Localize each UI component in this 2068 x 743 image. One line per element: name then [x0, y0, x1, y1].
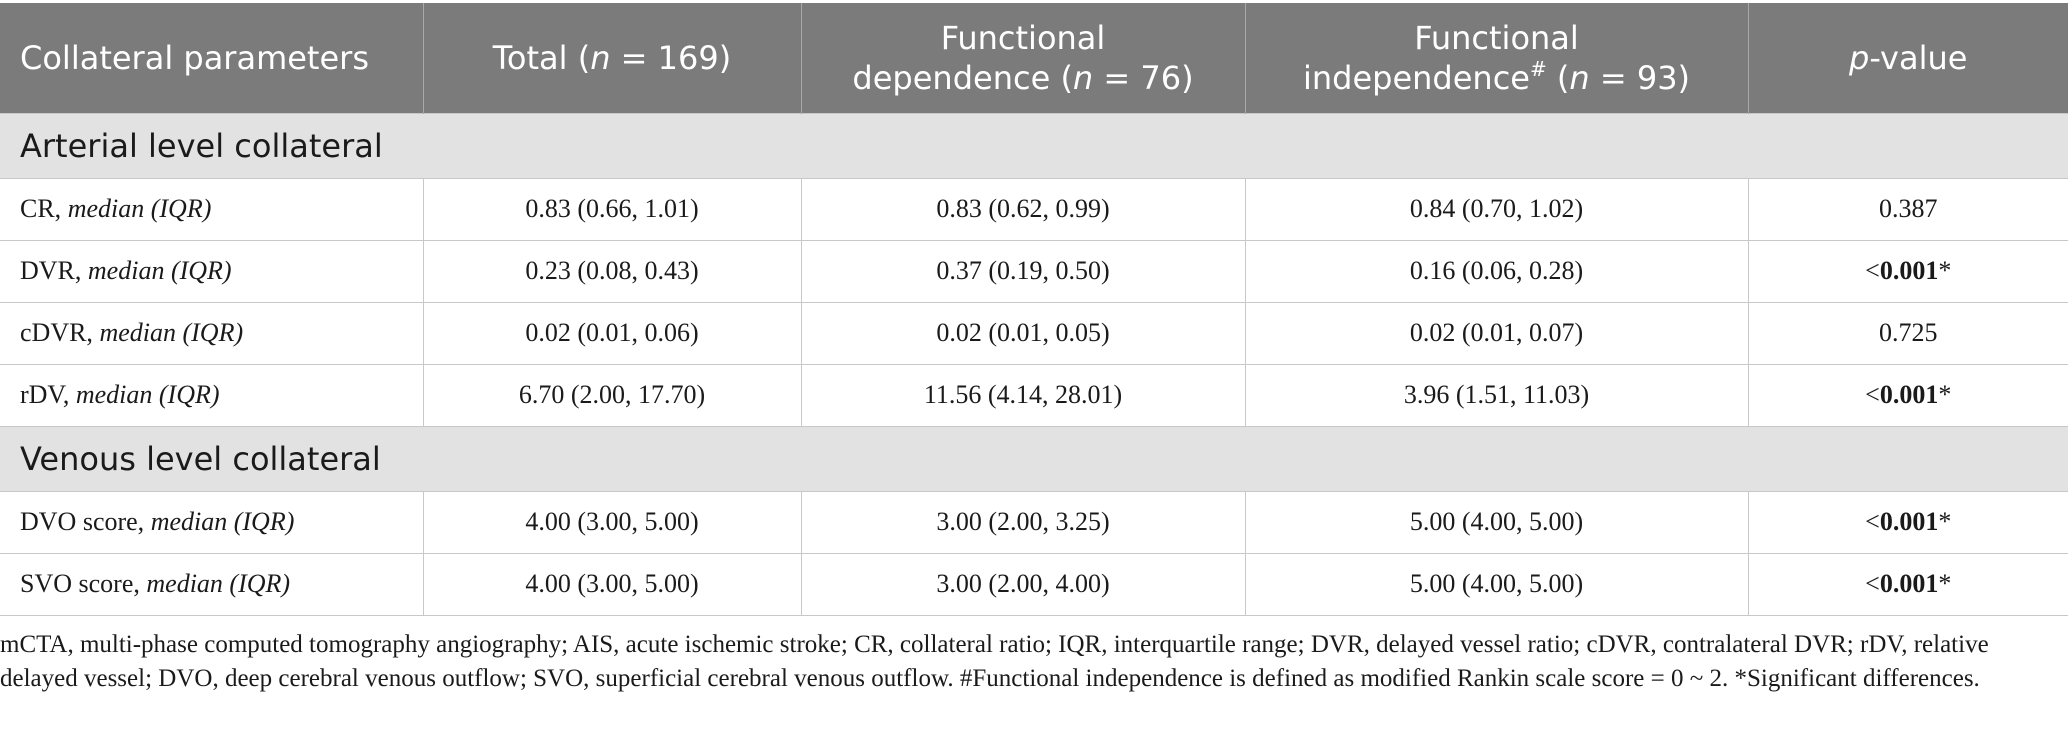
parameter-cell: CR, median (IQR) — [0, 177, 424, 241]
parameter-statistic: median (IQR) — [150, 507, 295, 536]
total-cell: 0.83 (0.66, 1.01) — [422, 177, 802, 241]
total-cell: 4.00 (3.00, 5.00) — [422, 552, 802, 616]
independence-cell: 3.96 (1.51, 11.03) — [1244, 363, 1749, 427]
independence-cell: 0.84 (0.70, 1.02) — [1244, 177, 1749, 241]
independence-cell: 0.02 (0.01, 0.07) — [1244, 301, 1749, 365]
parameter-cell: rDV, median (IQR) — [0, 363, 424, 427]
p-value-prefix: < — [1865, 380, 1880, 409]
dependence-cell: 3.00 (2.00, 3.25) — [800, 490, 1246, 554]
dependence-cell: 0.37 (0.19, 0.50) — [800, 239, 1246, 303]
parameter-name: CR, — [20, 194, 68, 223]
parameter-statistic: median (IQR) — [87, 256, 232, 285]
header-functional-dependence: Functional dependence (n = 76) — [801, 3, 1246, 113]
dependence-cell: 0.83 (0.62, 0.99) — [800, 177, 1246, 241]
section-title: Venous level collateral — [0, 425, 2068, 492]
section-row: Venous level collateral — [0, 425, 2068, 492]
p-value-cell: 0.725 — [1747, 301, 2068, 365]
parameter-statistic: median (IQR) — [75, 380, 220, 409]
significance-marker: * — [1938, 256, 1952, 285]
parameter-name: DVR, — [20, 256, 88, 285]
dependence-cell: 0.02 (0.01, 0.05) — [800, 301, 1246, 365]
section-row: Arterial level collateral — [0, 112, 2068, 179]
dependence-cell: 3.00 (2.00, 4.00) — [800, 552, 1246, 616]
parameter-statistic: median (IQR) — [67, 194, 212, 223]
parameter-cell: SVO score, median (IQR) — [0, 552, 424, 616]
p-value-cell: <0.001* — [1747, 363, 2068, 427]
parameter-cell: DVO score, median (IQR) — [0, 490, 424, 554]
independence-cell: 5.00 (4.00, 5.00) — [1244, 490, 1749, 554]
table-row: DVO score, median (IQR) 4.00 (3.00, 5.00)… — [0, 490, 2068, 554]
table-footnote: mCTA, multi-phase computed tomography an… — [0, 631, 1989, 692]
section-title: Arterial level collateral — [0, 112, 2068, 179]
p-value: 0.387 — [1879, 194, 1938, 223]
significance-marker: * — [1938, 507, 1952, 536]
p-value-cell: <0.001* — [1747, 552, 2068, 616]
collateral-parameters-table: Collateral parameters Total (n = 169) Fu… — [0, 3, 2068, 616]
table-row: rDV, median (IQR) 6.70 (2.00, 17.70) 11.56… — [0, 363, 2068, 427]
p-value: 0.001 — [1879, 380, 1939, 409]
significance-marker: * — [1938, 380, 1952, 409]
p-value-cell: <0.001* — [1747, 239, 2068, 303]
parameter-name: cDVR, — [20, 318, 100, 347]
header-total: Total (n = 169) — [423, 3, 802, 113]
p-value-prefix: < — [1865, 507, 1880, 536]
total-cell: 0.23 (0.08, 0.43) — [422, 239, 802, 303]
header-functional-independence: Functional independence# (n = 93) — [1245, 3, 1749, 113]
parameter-cell: cDVR, median (IQR) — [0, 301, 424, 365]
table-body: Arterial level collateral CR, median (IQR… — [0, 112, 2068, 616]
table-row: CR, median (IQR) 0.83 (0.66, 1.01) 0.83 (0… — [0, 177, 2068, 241]
p-value-prefix: < — [1865, 256, 1880, 285]
p-value: 0.001 — [1879, 256, 1939, 285]
p-value-cell: <0.001* — [1747, 490, 2068, 554]
p-value-prefix: < — [1865, 569, 1880, 598]
p-value: 0.001 — [1879, 569, 1939, 598]
parameter-name: SVO score, — [20, 569, 147, 598]
dependence-cell: 11.56 (4.14, 28.01) — [800, 363, 1246, 427]
parameter-name: DVO score, — [20, 507, 151, 536]
header-p-value: p-value — [1748, 3, 2068, 113]
p-value: 0.725 — [1879, 318, 1938, 347]
parameter-name: rDV, — [20, 380, 76, 409]
total-cell: 4.00 (3.00, 5.00) — [422, 490, 802, 554]
total-cell: 0.02 (0.01, 0.06) — [422, 301, 802, 365]
parameter-cell: DVR, median (IQR) — [0, 239, 424, 303]
parameter-statistic: median (IQR) — [99, 318, 244, 347]
p-value-cell: 0.387 — [1747, 177, 2068, 241]
header-collateral-parameters: Collateral parameters — [0, 3, 424, 113]
total-cell: 6.70 (2.00, 17.70) — [422, 363, 802, 427]
table-row: DVR, median (IQR) 0.23 (0.08, 0.43) 0.37 (… — [0, 239, 2068, 303]
significance-marker: * — [1938, 569, 1952, 598]
independence-cell: 5.00 (4.00, 5.00) — [1244, 552, 1749, 616]
header-row: Collateral parameters Total (n = 169) Fu… — [0, 3, 2068, 113]
table-row: SVO score, median (IQR) 4.00 (3.00, 5.00)… — [0, 552, 2068, 616]
independence-cell: 0.16 (0.06, 0.28) — [1244, 239, 1749, 303]
p-value: 0.001 — [1879, 507, 1939, 536]
table-row: cDVR, median (IQR) 0.02 (0.01, 0.06) 0.02 … — [0, 301, 2068, 365]
parameter-statistic: median (IQR) — [146, 569, 291, 598]
